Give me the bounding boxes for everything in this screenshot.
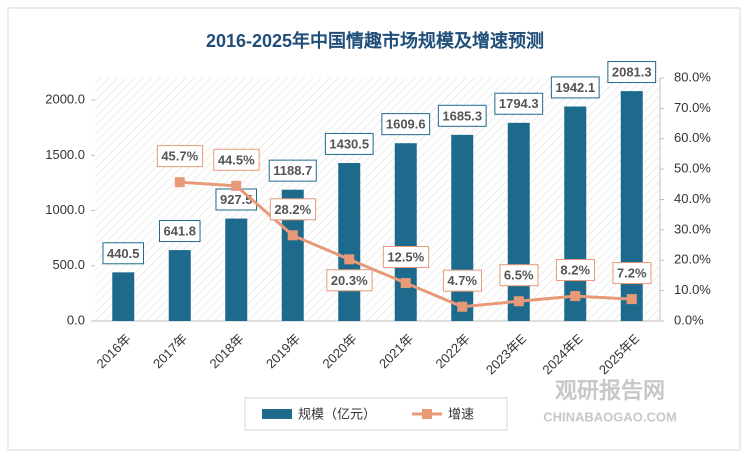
legend: 规模（亿元） 增速 <box>244 397 508 431</box>
y-tick-label: 1500.0 <box>45 147 85 162</box>
value-label-box <box>213 148 260 171</box>
value-label-box <box>269 198 317 221</box>
value-label-box <box>555 259 596 282</box>
bar <box>112 272 135 321</box>
value-label-box <box>156 145 204 168</box>
watermark-url: CHINABAOGAO.COM <box>543 409 677 424</box>
value-label-box <box>324 132 374 155</box>
legend-label: 规模（亿元） <box>298 406 376 421</box>
y2-tick-label: 70.0% <box>674 100 711 115</box>
value-label-box <box>550 76 600 99</box>
legend-swatch <box>262 409 292 419</box>
bar <box>507 122 530 322</box>
bar <box>281 189 304 321</box>
line-marker <box>570 291 581 302</box>
y2-tick-label: 50.0% <box>674 161 711 176</box>
line-value-label: 45.7% <box>161 149 198 164</box>
bar-value-label: 1685.3 <box>442 108 482 123</box>
legend-label: 增速 <box>448 406 474 421</box>
bar-value-label: 2081.3 <box>612 65 652 80</box>
legend-swatch-marker <box>422 409 432 419</box>
y2-tick-label: 30.0% <box>674 221 711 236</box>
value-label-box <box>102 242 145 265</box>
bar <box>225 218 248 321</box>
y-tick-label: 500.0 <box>52 257 85 272</box>
line-marker <box>287 230 298 241</box>
line-value-label: 20.3% <box>331 273 368 288</box>
line-value-label: 44.5% <box>218 152 255 167</box>
line-value-label: 8.2% <box>560 263 590 278</box>
line-value-label: 7.2% <box>617 266 647 281</box>
value-label-box <box>437 104 487 127</box>
y2-tick-label: 60.0% <box>674 130 711 145</box>
value-label-box <box>326 269 373 292</box>
line-marker <box>400 278 411 289</box>
line-marker <box>231 180 242 191</box>
bar-value-label: 927.5 <box>220 192 253 207</box>
bar <box>620 91 643 321</box>
line-marker <box>626 294 637 305</box>
y-tick-label: 0.0 <box>67 312 85 327</box>
bar <box>338 162 361 321</box>
value-label-box <box>499 264 539 287</box>
bar <box>168 250 191 321</box>
line-marker <box>513 296 524 307</box>
y2-tick-label: 10.0% <box>674 282 711 297</box>
value-label-box <box>494 92 544 115</box>
bar-value-label: 1430.5 <box>329 136 369 151</box>
bar-value-label: 1188.7 <box>273 163 312 178</box>
value-label-box <box>382 245 430 268</box>
bar <box>564 106 587 321</box>
y2-tick-label: 40.0% <box>674 191 711 206</box>
watermark-title: 观研报告网 <box>555 378 665 403</box>
y2-tick-label: 80.0% <box>674 69 711 84</box>
y-tick-label: 1000.0 <box>45 202 85 217</box>
chart-title: 2016-2025年中国情趣市场规模及增速预测 <box>206 30 544 51</box>
bar-value-label: 440.5 <box>107 246 140 261</box>
line-marker <box>174 177 185 188</box>
value-label-box <box>158 220 201 243</box>
line-value-label: 6.5% <box>504 268 534 283</box>
y-tick-label: 2000.0 <box>45 92 85 107</box>
line-marker <box>457 301 468 312</box>
value-label-box <box>607 61 657 84</box>
value-label-box <box>268 159 317 182</box>
value-label-box <box>381 113 431 136</box>
line-value-label: 4.7% <box>447 273 477 288</box>
line-marker <box>344 254 355 265</box>
bar-value-label: 1794.3 <box>499 96 539 111</box>
y2-tick-label: 0.0% <box>674 312 704 327</box>
value-label-box <box>442 269 483 292</box>
value-label-box <box>612 262 652 285</box>
bar-value-label: 641.8 <box>163 224 196 239</box>
bar-value-label: 1942.1 <box>555 80 595 95</box>
bar-value-label: 1609.6 <box>386 117 426 132</box>
line-value-label: 28.2% <box>274 202 311 217</box>
y2-tick-label: 20.0% <box>674 252 711 267</box>
bar <box>394 143 417 321</box>
bar <box>451 134 474 321</box>
line-value-label: 12.5% <box>387 249 424 264</box>
